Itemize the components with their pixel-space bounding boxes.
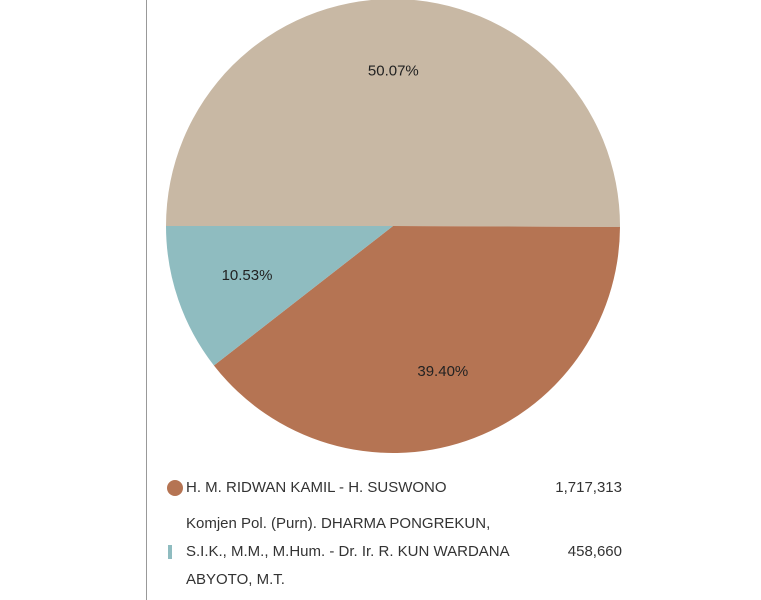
pie-slice: [166, 226, 393, 366]
slice-label: 10.53%: [222, 267, 273, 284]
legend-value: 458,660: [567, 543, 622, 560]
pie-slice: [166, 0, 620, 227]
legend-marker: [168, 545, 172, 559]
pie-slice: [213, 226, 620, 454]
slice-label: 50.07%: [368, 63, 419, 80]
legend-value: 1,717,313: [555, 479, 622, 496]
legend-name: H. M. RIDWAN KAMIL - H. SUSWONO: [186, 479, 447, 496]
pie: 50.07% 39.40% 10.53%: [166, 0, 620, 454]
legend-marker: [167, 480, 183, 496]
slice-label: 39.40%: [417, 363, 468, 380]
legend-name: Komjen Pol. (Purn). DHARMA PONGREKUN, S.…: [186, 515, 509, 588]
